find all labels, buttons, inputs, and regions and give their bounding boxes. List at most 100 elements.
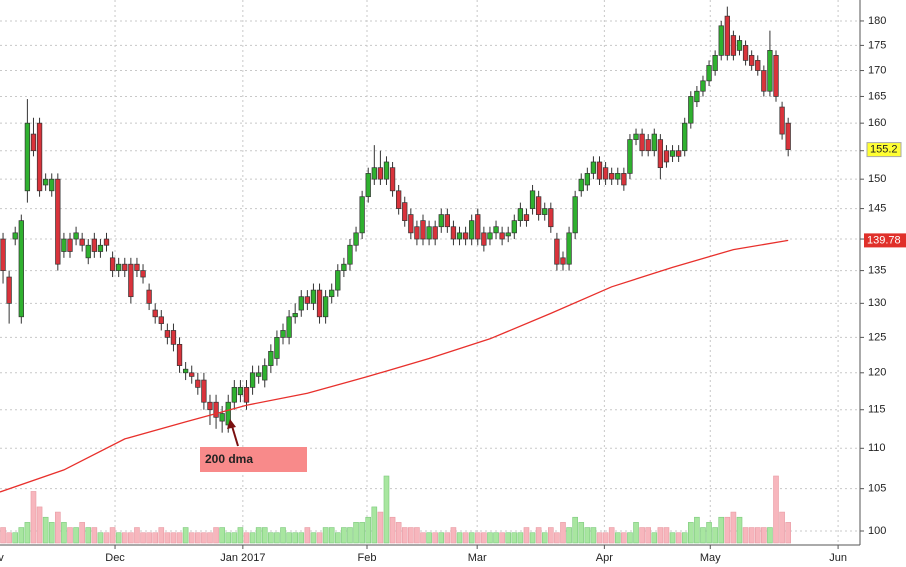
candle-body — [767, 50, 773, 92]
volume-bar — [395, 522, 402, 544]
candle-body — [402, 202, 408, 221]
volume-bar — [639, 527, 645, 544]
volume-bar — [219, 527, 225, 544]
volume-bar — [359, 522, 365, 544]
volume-bar — [334, 532, 341, 544]
candle-body — [450, 226, 457, 240]
candle-body — [61, 238, 67, 252]
candle-body — [682, 122, 688, 152]
y-tick-label: 130 — [868, 297, 886, 309]
volume-bar — [730, 511, 737, 544]
volume-bar — [535, 527, 542, 544]
volume-bar — [657, 527, 664, 544]
candle-body — [383, 161, 390, 180]
volume-bar — [523, 527, 530, 544]
volume-bar — [304, 527, 311, 544]
candle-body — [316, 289, 323, 318]
y-tick-label: 110 — [868, 442, 886, 454]
volume-bar — [554, 532, 560, 544]
volume-bar — [614, 532, 621, 544]
candle-body — [103, 238, 110, 246]
volume-bar — [109, 527, 116, 544]
candle-body — [779, 106, 785, 135]
candle-body — [517, 208, 524, 221]
volume-bar — [249, 532, 256, 544]
candle-body — [615, 173, 621, 180]
candle-body — [49, 178, 55, 192]
volume-bar — [146, 532, 152, 544]
volume-bar — [383, 475, 390, 544]
candle-body — [657, 139, 664, 169]
volume-bar — [511, 532, 518, 544]
candle-body — [542, 208, 548, 215]
volume-bar — [627, 532, 633, 544]
volume-bar — [310, 532, 317, 544]
candle-body — [170, 330, 177, 345]
candle-body — [377, 167, 384, 180]
candle-layer — [0, 6, 791, 433]
candle-body — [523, 214, 530, 221]
candle-body — [785, 122, 791, 150]
volume-bar — [414, 527, 420, 544]
volume-bar — [499, 532, 505, 544]
volume-bar — [188, 532, 195, 544]
volume-bar — [79, 522, 85, 544]
volume-bar — [182, 527, 189, 544]
candle-body — [560, 257, 566, 265]
candle-body — [201, 379, 207, 403]
volume-bar — [389, 516, 396, 544]
candle-body — [548, 208, 554, 228]
candle-body — [475, 214, 481, 240]
volume-bar — [633, 522, 639, 544]
candle-body — [742, 45, 749, 61]
candle-body — [773, 55, 779, 97]
candle-body — [718, 25, 724, 56]
candle-body — [140, 270, 146, 278]
candle-body — [24, 122, 31, 192]
candle-body — [116, 263, 122, 271]
y-tick-label: 150 — [868, 173, 886, 185]
candle-body — [207, 401, 213, 411]
volume-bar — [572, 516, 578, 544]
volume-bar — [85, 527, 92, 544]
volume-bar — [97, 532, 104, 544]
volume-bar — [195, 532, 201, 544]
candle-body — [6, 276, 12, 304]
volume-bar — [602, 532, 609, 544]
candle-body — [462, 232, 469, 240]
volume-bar — [91, 527, 98, 544]
candle-body — [749, 55, 755, 66]
candle-body — [189, 372, 195, 377]
volume-bar — [541, 532, 548, 544]
candle-body — [134, 263, 140, 271]
volume-bar — [426, 532, 432, 544]
candle-body — [700, 80, 706, 92]
volume-bar — [164, 532, 171, 544]
candle-body — [12, 232, 18, 240]
candle-body — [566, 232, 572, 265]
volume-bar — [578, 522, 585, 544]
candle-body — [688, 96, 694, 124]
volume-bar — [566, 527, 572, 544]
volume-bar — [779, 511, 785, 544]
volume-bar — [621, 532, 627, 544]
volume-bar — [328, 527, 335, 544]
candle-body — [0, 238, 6, 271]
candle-body — [219, 413, 225, 422]
sma-line — [0, 239, 789, 493]
volume-bar — [487, 532, 493, 544]
candle-body — [347, 244, 353, 265]
volume-bar — [529, 532, 536, 544]
x-tick-label: Jun — [829, 552, 847, 564]
volume-bar — [401, 527, 408, 544]
volume-bar — [754, 527, 761, 544]
candle-body — [243, 387, 250, 403]
volume-bar — [663, 527, 670, 544]
volume-bar — [103, 532, 110, 544]
volume-bar — [152, 532, 159, 544]
volume-bar — [462, 532, 469, 544]
volume-bar — [261, 527, 268, 544]
volume-bar — [316, 532, 323, 544]
candle-body — [213, 401, 219, 418]
volume-bar — [24, 522, 31, 544]
